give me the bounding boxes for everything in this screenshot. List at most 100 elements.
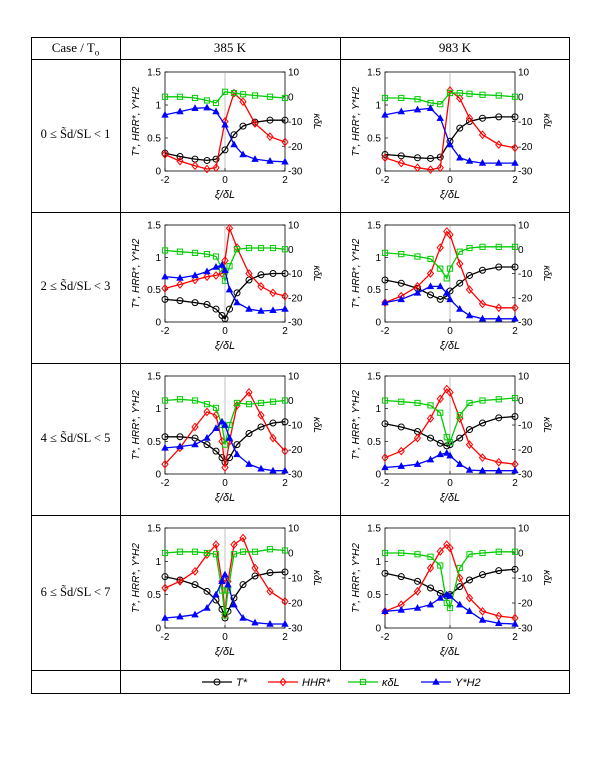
data-point-hrr-star [257, 282, 265, 291]
y2-tick-label: -30 [288, 624, 303, 635]
data-point-t-star [239, 122, 247, 130]
x-tick-label: -2 [381, 175, 390, 186]
data-point-kappa-delta [203, 97, 211, 104]
series-yh2-star [381, 282, 519, 322]
y2-tick-label: -10 [288, 269, 303, 280]
data-point-yh2-star [456, 153, 464, 161]
data-point-t-star [397, 573, 405, 581]
series-kappa-delta [161, 88, 289, 107]
data-point-kappa-delta [266, 546, 274, 553]
data-point-t-star [212, 305, 220, 313]
data-point-hrr-star [269, 433, 277, 443]
data-point-hrr-star [397, 446, 405, 456]
y2-tick-label: -10 [288, 117, 303, 128]
data-point-yh2-star [426, 600, 435, 608]
data-point-yh2-star [161, 613, 169, 621]
data-point-kappa-delta [381, 397, 389, 404]
data-point-hrr-star [465, 113, 474, 123]
data-point-hrr-star [465, 440, 474, 449]
legend-item-yh2-star: Y*H2 [421, 677, 481, 689]
data-point-hrr-star [413, 163, 422, 173]
data-point-kappa-delta [226, 263, 233, 270]
data-point-yh2-star [281, 305, 289, 312]
data-point-kappa-delta [414, 551, 421, 558]
data-point-yh2-star [465, 157, 474, 164]
data-point-yh2-star [212, 424, 220, 431]
data-point-yh2-star [426, 104, 435, 112]
data-point-kappa-delta [239, 548, 247, 555]
y-tick-label: 0.5 [367, 134, 381, 145]
x-axis-label: ξ/δL [440, 340, 460, 352]
y-axis-label: T*, HRR*, Y*H2 [131, 238, 142, 308]
data-point-t-star [427, 291, 434, 299]
data-point-yh2-star [495, 619, 503, 627]
data-point-hrr-star [446, 387, 454, 397]
data-point-kappa-delta [176, 93, 184, 100]
y2-tick-label: -10 [518, 421, 533, 432]
data-point-kappa-delta [176, 248, 184, 255]
y-axis-label: T*, HRR*, Y*H2 [131, 86, 142, 156]
data-point-kappa-delta [257, 244, 265, 252]
data-point-yh2-star [245, 305, 253, 312]
data-point-hrr-star [478, 130, 487, 140]
series-hrr-star [381, 540, 519, 623]
data-point-hrr-star [281, 137, 289, 147]
data-point-t-star [466, 426, 473, 434]
data-point-kappa-delta [414, 96, 421, 103]
data-point-yh2-star [426, 282, 435, 290]
data-point-yh2-star [251, 155, 259, 162]
data-point-hrr-star [436, 546, 444, 556]
data-point-yh2-star [465, 607, 474, 615]
x-axis-label: ξ/δL [215, 340, 235, 352]
y2-tick-label: -10 [518, 269, 533, 280]
legend-marker [432, 677, 440, 685]
data-point-yh2-star [221, 120, 229, 128]
x-tick-label: -2 [381, 478, 390, 489]
data-point-yh2-star [426, 455, 435, 463]
data-point-hrr-star [426, 165, 435, 175]
data-point-kappa-delta [427, 402, 434, 409]
data-point-yh2-star [269, 466, 277, 474]
x-axis-label: ξ/δL [440, 189, 460, 201]
data-point-hrr-star [161, 459, 169, 469]
data-point-kappa-delta [427, 255, 434, 263]
y2-tick-label: -30 [518, 624, 533, 635]
data-point-t-star [427, 584, 434, 592]
data-point-yh2-star [203, 103, 211, 111]
data-point-kappa-delta [479, 549, 486, 557]
y-tick-label: 0.5 [147, 590, 161, 601]
y2-tick-label: -10 [518, 117, 533, 128]
y2-axis-label: κδL [541, 114, 552, 130]
x-tick-label: 2 [282, 632, 288, 643]
data-point-t-star [269, 270, 277, 277]
data-point-kappa-delta [466, 244, 473, 252]
legend-item-hrr-star: HHR* [268, 677, 331, 689]
x-tick-label: 0 [222, 478, 228, 489]
y2-tick-label: -20 [288, 599, 303, 610]
y-tick-label: 0 [375, 167, 381, 178]
data-point-yh2-star [281, 466, 289, 474]
data-point-t-star [397, 423, 405, 431]
data-point-yh2-star [443, 288, 451, 296]
data-point-t-star [511, 413, 519, 421]
data-point-kappa-delta [230, 551, 238, 558]
data-point-kappa-delta [443, 434, 450, 441]
data-point-hrr-star [203, 407, 211, 417]
data-point-t-star [381, 420, 389, 428]
y-tick-label: 1.5 [367, 68, 381, 79]
data-point-kappa-delta [269, 244, 277, 252]
data-point-t-star [443, 442, 451, 450]
data-point-yh2-star [251, 618, 259, 626]
data-point-kappa-delta [437, 562, 444, 569]
data-point-kappa-delta [437, 101, 444, 108]
y2-tick-label: 0 [288, 549, 294, 560]
data-point-kappa-delta [230, 89, 238, 97]
data-point-t-star [381, 276, 389, 284]
data-point-kappa-delta [233, 246, 241, 253]
x-axis-label: ξ/δL [215, 646, 235, 658]
data-point-yh2-star [161, 272, 169, 280]
x-tick-label: -2 [161, 326, 170, 337]
data-point-kappa-delta [281, 94, 289, 102]
legend-item-kappa-delta: κδL [348, 677, 400, 689]
